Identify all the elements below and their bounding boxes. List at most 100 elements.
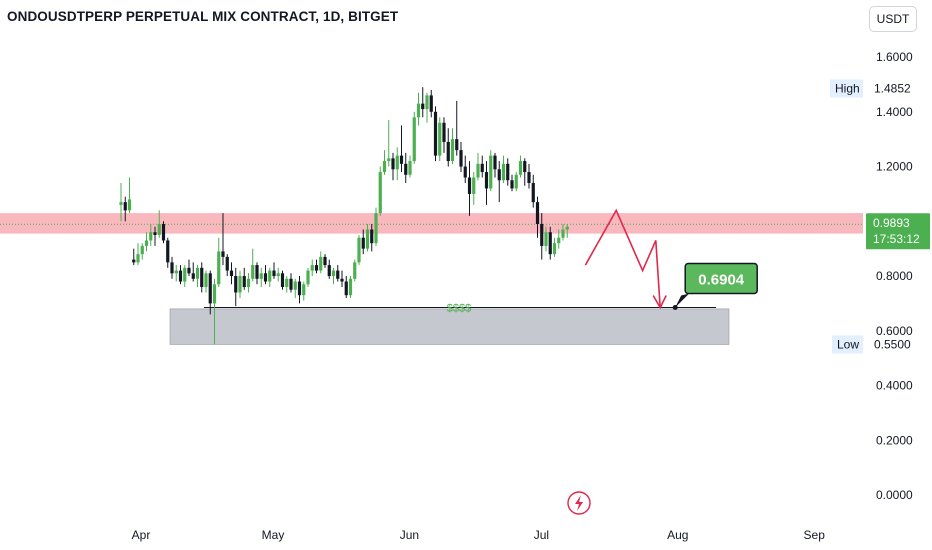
low-label-text: Low (837, 337, 859, 351)
candle-body (212, 284, 217, 304)
candle-body (561, 229, 565, 238)
candle-body (472, 177, 476, 194)
target-callout-value: 0.6904 (698, 272, 745, 289)
candle-body (489, 155, 493, 189)
candle-body (178, 270, 183, 282)
candle-body (340, 278, 344, 282)
candle-body (344, 281, 348, 296)
candle-body (251, 265, 255, 279)
candle-body (127, 199, 132, 211)
candle-body (433, 111, 438, 156)
candle-body (365, 229, 370, 249)
y-tick-label: 1.2000 (876, 160, 913, 174)
candle-body (285, 278, 289, 287)
candle-body (476, 163, 480, 178)
candle-body (459, 150, 463, 167)
candle-body (204, 273, 208, 287)
candle-body (259, 273, 263, 279)
candle-body (399, 155, 404, 164)
candle-body (540, 224, 544, 246)
candle-body (132, 259, 136, 263)
candle-body (293, 281, 297, 290)
candle-body (246, 278, 251, 287)
y-axis[interactable]: 1.6000 1.4000 1.2000 0.8000 0.6000 0.4000 0.20… (876, 50, 913, 502)
candle-body (514, 174, 518, 189)
candle-body (280, 273, 285, 287)
low-label (832, 335, 863, 354)
projection-arrowhead (652, 295, 667, 310)
chart-title: ONDOUSDTPERP PERPETUAL MIX CONTRACT, 1D,… (7, 9, 399, 24)
high-label (830, 79, 863, 98)
candle-body (391, 158, 395, 170)
candle-body (187, 267, 191, 274)
low-value: 0.5500 (874, 337, 911, 351)
candle-body (183, 267, 187, 282)
candle-body (429, 95, 433, 112)
candle-body (535, 202, 540, 225)
candle-body (268, 270, 272, 282)
candle-body (501, 163, 506, 181)
candle-body (123, 202, 127, 211)
support-zone (169, 308, 730, 345)
candle-body (565, 226, 569, 230)
candle-body (161, 224, 166, 241)
lightning-icon[interactable] (567, 491, 591, 515)
x-tick-label: Apr (132, 528, 151, 542)
candle-body (382, 161, 387, 173)
currency-selector-button[interactable]: USDT (869, 6, 917, 32)
target-callout[interactable] (684, 262, 758, 295)
support-line-label: $$$$ (447, 303, 471, 315)
current-price-tag (866, 213, 930, 250)
candle-body (323, 256, 327, 266)
candle-body (442, 122, 446, 142)
candle-body (552, 243, 557, 255)
candle-body (255, 265, 259, 279)
y-tick-label: 0.2000 (876, 433, 913, 447)
candle-body (170, 262, 174, 274)
candle-body (348, 278, 353, 296)
candle-body (174, 270, 178, 274)
x-axis[interactable]: Apr May Jun Jul Aug Sep (132, 528, 826, 542)
candle-body (217, 251, 221, 285)
candle-body (395, 155, 399, 170)
candle-body (276, 273, 280, 277)
candle-body (336, 270, 340, 279)
x-tick-label: Jun (400, 528, 419, 542)
candle-body (370, 229, 374, 244)
candle-body (319, 256, 323, 271)
y-tick-label: 1.6000 (876, 50, 913, 64)
candle-body (221, 251, 225, 257)
candle-body (136, 254, 140, 263)
high-value: 1.4852 (874, 82, 911, 96)
candle-body (416, 103, 421, 118)
candles-group (119, 87, 569, 345)
resistance-zone (0, 213, 863, 234)
y-tick-label: 0.6000 (876, 324, 913, 338)
candle-body (144, 240, 149, 246)
candle-body (531, 182, 535, 203)
candle-body (153, 232, 157, 235)
y-tick-label: 0.8000 (876, 269, 913, 283)
candle-body (450, 139, 455, 162)
candle-body (119, 202, 123, 205)
candle-body (289, 278, 293, 290)
candle-body (353, 262, 357, 279)
candle-body (463, 166, 467, 178)
candle-body (480, 163, 484, 173)
candle-body (408, 161, 412, 175)
x-tick-label: May (262, 528, 285, 542)
candle-body (140, 245, 144, 255)
candle-body (455, 139, 459, 151)
candle-body (195, 267, 200, 279)
candle-body (497, 169, 501, 181)
candle-body (357, 237, 361, 263)
candle-body (306, 270, 310, 285)
candle-body (208, 273, 212, 304)
candle-body (438, 122, 442, 156)
candle-body (149, 232, 153, 241)
bar-countdown: 17:53:12 (873, 232, 920, 246)
candle-body (297, 281, 302, 296)
candle-body (310, 265, 314, 271)
candle-body (527, 172, 531, 183)
